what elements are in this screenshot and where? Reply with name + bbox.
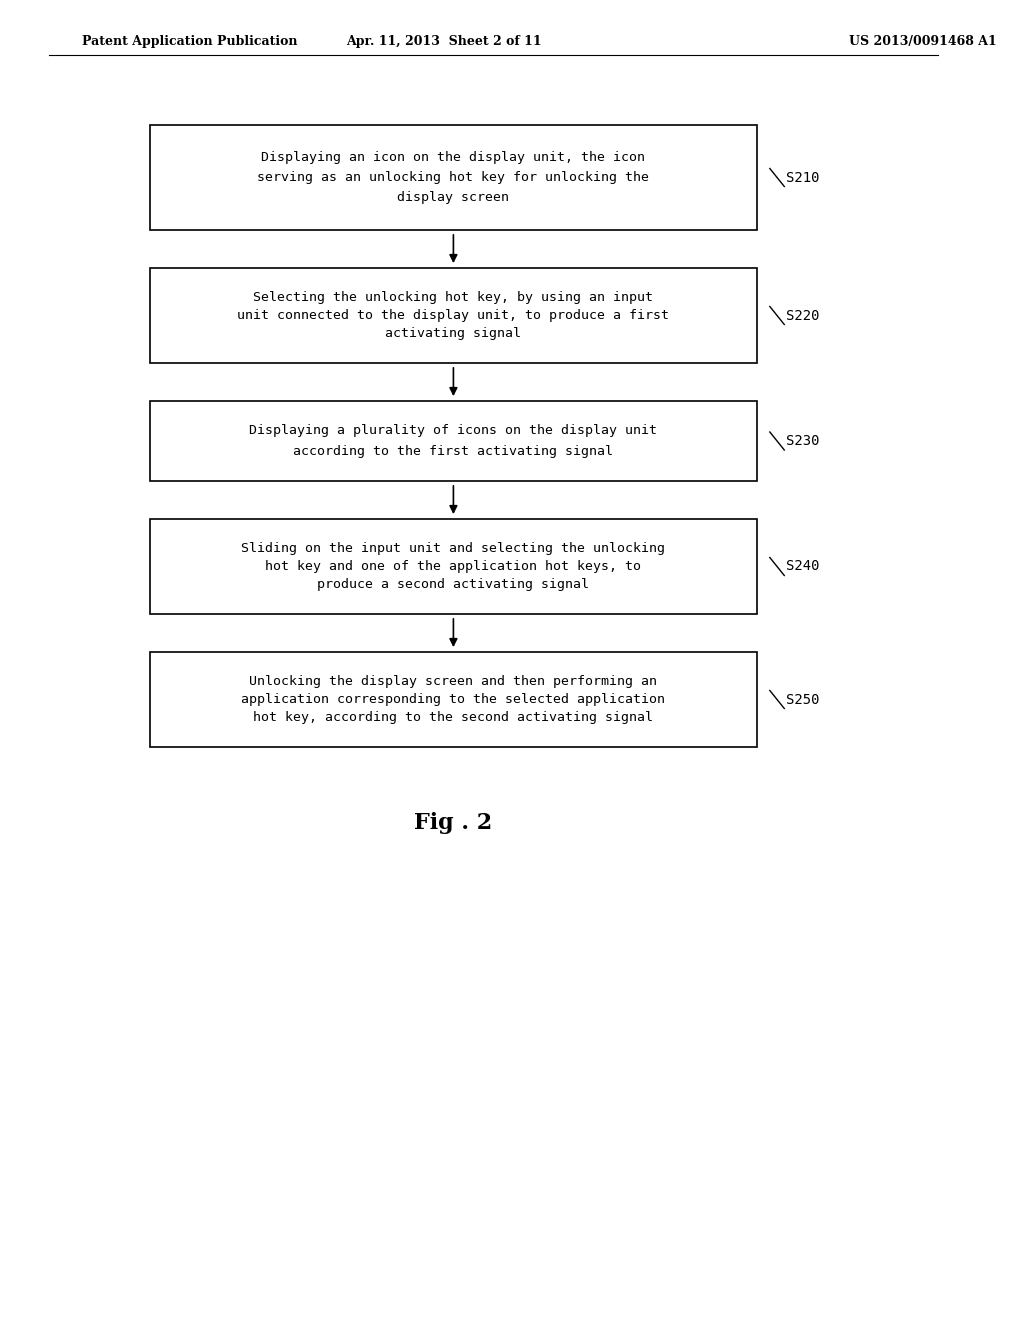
- FancyBboxPatch shape: [150, 268, 758, 363]
- FancyBboxPatch shape: [150, 652, 758, 747]
- Text: display screen: display screen: [397, 191, 509, 203]
- Text: S210: S210: [786, 170, 820, 185]
- Text: hot key, according to the second activating signal: hot key, according to the second activat…: [253, 711, 653, 723]
- Text: S250: S250: [786, 693, 820, 706]
- Text: S230: S230: [786, 434, 820, 447]
- Text: Unlocking the display screen and then performing an: Unlocking the display screen and then pe…: [250, 675, 657, 688]
- Text: Fig . 2: Fig . 2: [415, 812, 493, 834]
- Text: Displaying an icon on the display unit, the icon: Displaying an icon on the display unit, …: [261, 150, 645, 164]
- Text: Displaying a plurality of icons on the display unit: Displaying a plurality of icons on the d…: [250, 424, 657, 437]
- Text: Apr. 11, 2013  Sheet 2 of 11: Apr. 11, 2013 Sheet 2 of 11: [346, 36, 542, 48]
- Text: S240: S240: [786, 560, 820, 573]
- Text: Patent Application Publication: Patent Application Publication: [82, 36, 298, 48]
- Text: produce a second activating signal: produce a second activating signal: [317, 578, 590, 591]
- Text: S220: S220: [786, 309, 820, 322]
- Text: according to the first activating signal: according to the first activating signal: [294, 445, 613, 458]
- Text: Selecting the unlocking hot key, by using an input: Selecting the unlocking hot key, by usin…: [253, 290, 653, 304]
- Text: US 2013/0091468 A1: US 2013/0091468 A1: [849, 36, 996, 48]
- Text: serving as an unlocking hot key for unlocking the: serving as an unlocking hot key for unlo…: [257, 172, 649, 183]
- Text: Sliding on the input unit and selecting the unlocking: Sliding on the input unit and selecting …: [242, 543, 666, 554]
- Text: unit connected to the display unit, to produce a first: unit connected to the display unit, to p…: [238, 309, 670, 322]
- Text: activating signal: activating signal: [385, 327, 521, 341]
- FancyBboxPatch shape: [150, 519, 758, 614]
- FancyBboxPatch shape: [150, 401, 758, 480]
- Text: hot key and one of the application hot keys, to: hot key and one of the application hot k…: [265, 560, 641, 573]
- Text: application corresponding to the selected application: application corresponding to the selecte…: [242, 693, 666, 706]
- FancyBboxPatch shape: [150, 125, 758, 230]
